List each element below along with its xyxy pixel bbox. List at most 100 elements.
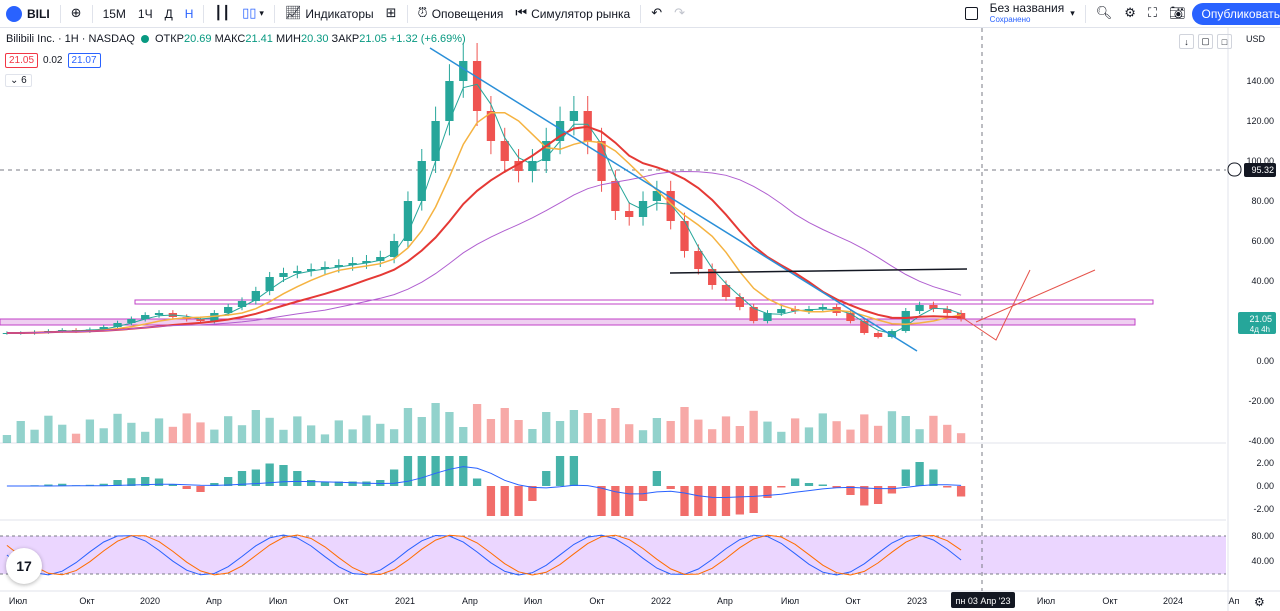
candle-body [431, 121, 440, 161]
macd-histogram-bar [445, 456, 454, 486]
arrow-down-icon: ↓ [1184, 36, 1189, 47]
macd-histogram-bar [500, 486, 509, 516]
chevron-down-icon: ▾ [259, 8, 264, 19]
candle-body [334, 265, 343, 267]
candle-body [293, 271, 302, 273]
pane-settings-button[interactable]: □ [1217, 34, 1232, 49]
projection-path-2 [975, 269, 1096, 323]
interval-15m[interactable]: 15М [102, 6, 126, 21]
chevron-down-icon: ▾ [1070, 8, 1075, 19]
candle-body [680, 221, 689, 251]
time-tick-label: Окт [333, 596, 348, 606]
templates-button[interactable]: ⊞ [380, 0, 403, 28]
volume-bar [832, 421, 841, 443]
indicators-button[interactable]: 📈︎ Индикаторы [279, 0, 380, 28]
interval-1h[interactable]: 1Ч [137, 6, 153, 21]
macd-histogram-bar [777, 486, 786, 488]
undo-button[interactable]: ↶ [645, 0, 668, 28]
plus-circle-icon: ⊕ [70, 6, 82, 21]
compare-button[interactable]: ⊕ [65, 0, 88, 28]
rsi-band [0, 536, 1226, 574]
search-button[interactable]: 🔍︎ [1090, 0, 1119, 28]
indicators-collapse-button[interactable]: ⌄ 6 [5, 74, 32, 87]
volume-bar [16, 421, 25, 443]
currency-label[interactable]: USD [1246, 34, 1266, 44]
interval-w[interactable]: Н [184, 6, 194, 21]
gear-icon[interactable]: ⚙ [1254, 595, 1265, 609]
candlestick-icon: ▯▯ [242, 6, 257, 21]
macd-tick-label: -2.00 [1253, 504, 1274, 514]
macd-histogram-bar [486, 486, 496, 516]
macd-histogram-bar [237, 471, 247, 486]
alerts-button[interactable]: ⏰︎ Оповещения [412, 0, 510, 28]
volume-bar [127, 422, 136, 443]
buy-button[interactable]: 21.07 [67, 53, 101, 68]
price-chart[interactable]: 140.00120.00100.0080.0060.0040.0020.000.… [0, 28, 1280, 611]
resistance-zone [134, 299, 1154, 305]
layout-name-button[interactable]: Без названия Сохранено ▾ [984, 0, 1081, 28]
volume-bar [445, 412, 454, 443]
time-tick-label: Июл [9, 596, 27, 606]
ema-medium-line [6, 111, 962, 334]
price-tick-label: 120.00 [1246, 116, 1274, 126]
macd-histogram-bar [790, 478, 800, 486]
time-tick-label: Апр [717, 596, 733, 606]
square-icon [964, 7, 978, 20]
macd-histogram-bar [708, 486, 717, 516]
candle-body [389, 241, 399, 257]
low-value: 20.30 [300, 33, 329, 45]
volume-bar [680, 407, 689, 443]
layout-checkbox[interactable] [959, 0, 984, 28]
candles-icon: ┃┃ [214, 6, 231, 21]
macd-histogram-bar [901, 469, 910, 486]
volume-bar [735, 426, 744, 443]
volume-bar [431, 403, 440, 443]
divider [406, 4, 408, 23]
candle-body [943, 309, 952, 313]
divider [59, 4, 61, 23]
volume-bar [666, 421, 675, 443]
symbol-search[interactable]: BILI [0, 0, 56, 28]
macd-histogram-bar [555, 456, 565, 486]
snapshot-button[interactable]: 📷︎ [1163, 0, 1192, 28]
volume-bar [708, 429, 717, 443]
fullscreen-button[interactable]: ⛶ [1142, 0, 1163, 28]
macd-histogram-bar [113, 480, 122, 486]
layout-status: Сохранено [989, 14, 1031, 24]
chart-style-button[interactable]: ▯▯ ▾ [236, 0, 270, 28]
macd-histogram-bar [431, 456, 440, 486]
rsi-tick-label: 40.00 [1251, 556, 1274, 566]
macd-histogram-bar [666, 486, 675, 489]
support-zone [0, 318, 1136, 326]
publish-button[interactable]: Опубликовать [1191, 2, 1280, 25]
interval-d[interactable]: Д [164, 6, 173, 21]
candle-body [154, 313, 164, 315]
volume-bar [224, 416, 233, 443]
macd-histogram-bar [348, 481, 357, 486]
chart-legend: Bilibili Inc. · 1H · NASDAQ ОТКР20.69 МА… [6, 33, 466, 45]
price-tick-label: 40.00 [1251, 276, 1274, 286]
time-tick-label: 2020 [140, 596, 160, 606]
macd-histogram-bar [44, 484, 53, 486]
replay-button[interactable]: ⏮ Симулятор рынка [509, 0, 636, 28]
sell-button[interactable]: 21.05 [5, 53, 39, 68]
move-down-button[interactable]: ↓ [1179, 34, 1194, 49]
crosshair-price-label: 95.32 [1251, 165, 1274, 175]
divider [640, 4, 642, 23]
candle-body [611, 181, 620, 211]
settings-button[interactable]: ⚙ [1118, 0, 1142, 28]
volume-bar [860, 414, 869, 443]
macd-histogram-bar [58, 483, 67, 486]
volume-bar [141, 431, 150, 443]
divider [1084, 4, 1086, 23]
crosshair-price-marker [1244, 163, 1276, 177]
search-icon: 🔍︎ [1095, 6, 1113, 21]
maximize-pane-button[interactable]: ▢ [1198, 34, 1213, 49]
tradingview-logo-icon[interactable]: 17 [6, 548, 42, 584]
chart-type-button[interactable]: ┃┃ [208, 0, 236, 28]
volume-bar [459, 427, 468, 443]
macd-histogram-bar [182, 486, 191, 489]
redo-button[interactable]: ↷ [668, 0, 691, 28]
stoch-d-line [6, 534, 962, 576]
redo-icon: ↷ [674, 6, 686, 21]
